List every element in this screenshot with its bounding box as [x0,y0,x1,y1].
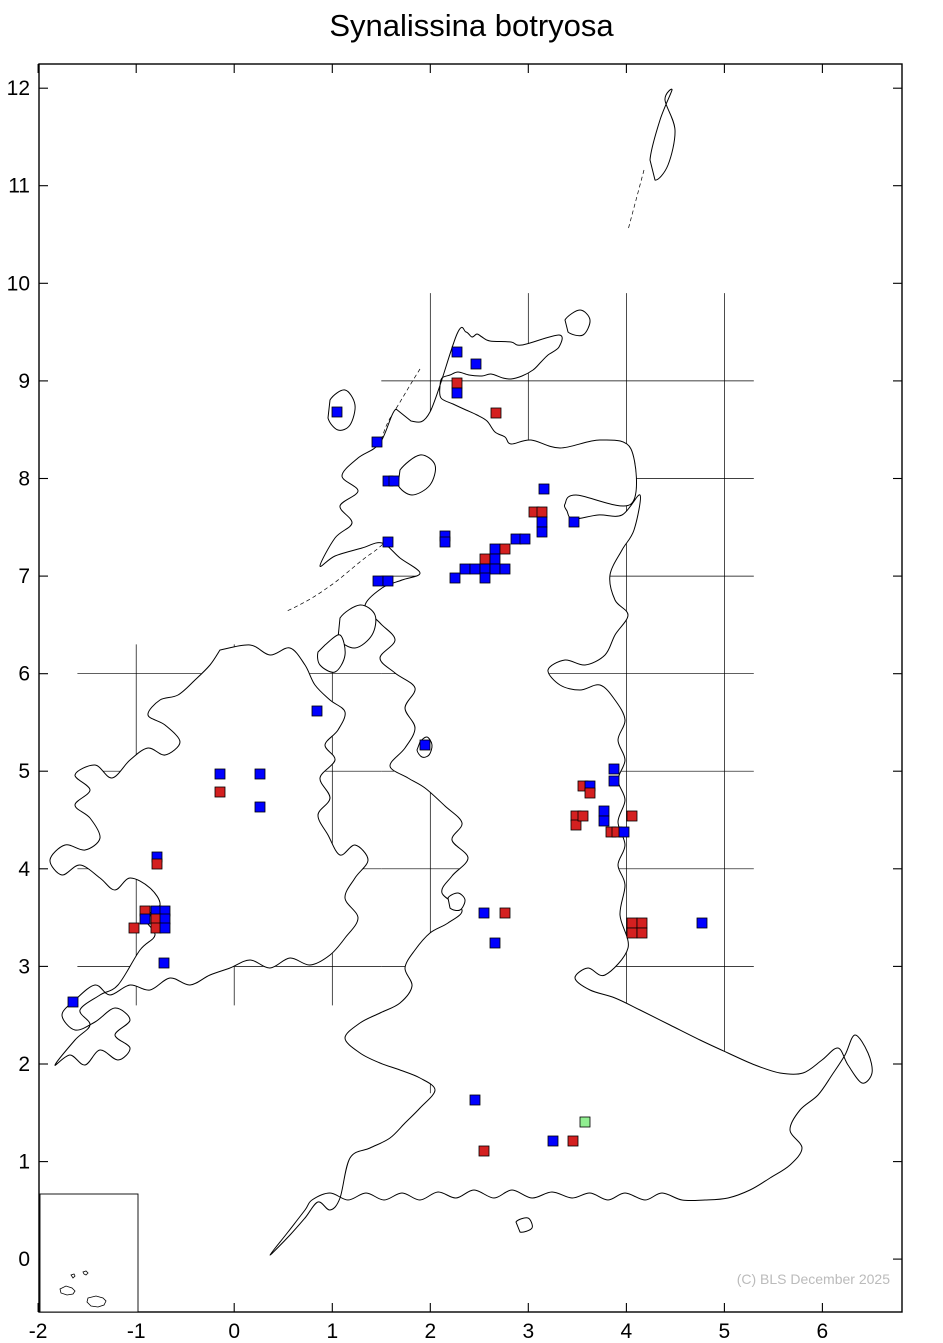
svg-text:12: 12 [7,77,30,100]
svg-text:1: 1 [18,1151,30,1174]
svg-text:-1: -1 [127,1320,146,1343]
svg-text:2: 2 [424,1320,436,1343]
svg-text:3: 3 [18,955,30,978]
svg-text:5: 5 [18,760,30,783]
svg-text:-2: -2 [29,1320,48,1343]
svg-text:9: 9 [18,370,30,393]
svg-text:7: 7 [18,565,30,588]
svg-text:10: 10 [7,272,30,295]
svg-text:6: 6 [18,663,30,686]
svg-text:0: 0 [18,1248,30,1271]
svg-text:8: 8 [18,468,30,491]
svg-text:3: 3 [522,1320,534,1343]
svg-text:0: 0 [228,1320,240,1343]
svg-text:6: 6 [817,1320,829,1343]
svg-text:1: 1 [326,1320,338,1343]
svg-text:5: 5 [719,1320,731,1343]
svg-text:4: 4 [621,1320,633,1343]
svg-text:(C) BLS December 2025: (C) BLS December 2025 [737,1271,891,1287]
svg-text:4: 4 [18,858,30,881]
svg-text:11: 11 [8,175,30,198]
svg-text:2: 2 [18,1053,30,1076]
